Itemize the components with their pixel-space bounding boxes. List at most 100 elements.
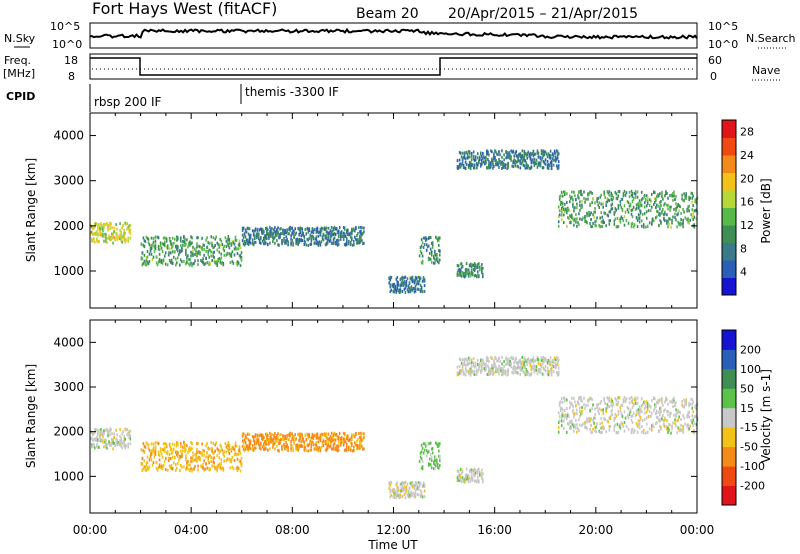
power-echo-cell (570, 214, 572, 218)
velocity-echo-cell (333, 431, 336, 435)
power-echo-cell (397, 283, 400, 287)
velocity-echo-cell (355, 443, 357, 447)
velocity-echo-cell (439, 442, 441, 446)
power-echo-cell (657, 210, 659, 214)
velocity-echo-cell (651, 399, 653, 403)
power-echo-cell (614, 217, 617, 221)
velocity-echo-cell (266, 432, 268, 436)
power-echo-cell (218, 243, 221, 247)
velocity-echo-cell (579, 414, 581, 418)
power-echo-cell (465, 268, 468, 271)
power-echo-cell (240, 256, 243, 259)
velocity-echo-cell (464, 367, 467, 371)
velocity-echo-cell (271, 437, 273, 441)
nsky-right-tick-top: 10^5 (708, 20, 738, 33)
velocity-echo-cell (328, 437, 331, 441)
power-echo-cell (438, 249, 440, 253)
power-echo-cell (463, 151, 466, 155)
power-echo-cell (356, 241, 358, 245)
power-echo-cell (570, 197, 572, 200)
power-echo-cell (600, 193, 602, 197)
power-echo-cell (624, 210, 627, 214)
velocity-echo-cell (273, 437, 275, 441)
velocity-echo-cell (574, 412, 576, 416)
velocity-echo-cell (197, 468, 199, 472)
velocity-echo-cell (279, 438, 281, 442)
velocity-echo-cell (563, 419, 565, 423)
velocity-echo-cell (421, 485, 424, 488)
power-echo-cell (222, 247, 225, 251)
power-echo-cell (464, 157, 467, 161)
velocity-echo-cell (328, 445, 331, 449)
velocity-echo-cell (420, 457, 423, 461)
power-echo-cell (190, 254, 192, 258)
velocity-echo-cell (482, 363, 484, 367)
velocity-echo-cell (695, 423, 698, 427)
power-echo-cell (666, 219, 668, 223)
velocity-echo-cell (695, 404, 698, 408)
velocity-echo-cell (477, 470, 479, 474)
power-echo-cell (639, 211, 642, 215)
velocity-echo-cell (196, 457, 198, 461)
velocity-echo-cell (306, 433, 309, 436)
power-echo-cell (488, 163, 490, 167)
power-echo-cell (242, 242, 245, 246)
velocity-echo-cell (346, 442, 348, 446)
power-echo-cell (483, 155, 485, 159)
velocity-echo-cell (657, 401, 659, 405)
power-echo-cell (270, 234, 272, 238)
velocity-echo-cell (123, 437, 125, 441)
velocity-echo-cell (164, 442, 167, 446)
velocity-echo-cell (623, 396, 626, 399)
velocity-echo-cell (493, 363, 495, 367)
velocity-echo-cell (269, 438, 271, 442)
velocity-echo-cell (601, 421, 603, 425)
power-echo-cell (180, 244, 182, 248)
power-echo-cell (482, 272, 484, 276)
velocity-echo-cell (458, 365, 461, 369)
power-echo-cell (639, 201, 642, 205)
velocity-echo-cell (525, 360, 528, 364)
velocity-echo-cell (216, 469, 219, 473)
power-echo-cell (331, 229, 334, 233)
velocity-echo-cell (427, 463, 430, 467)
velocity-echo-cell (470, 370, 473, 374)
power-echo-cell (287, 232, 289, 236)
power-echo-cell (661, 190, 663, 194)
power-echo-cell (543, 161, 546, 165)
power-echo-cell (503, 164, 505, 167)
power-echo-cell (614, 207, 617, 211)
velocity-echo-cell (223, 450, 226, 454)
power-echo-cell (279, 233, 281, 237)
velocity-echo-cell (474, 471, 477, 475)
velocity-echo-cell (599, 431, 601, 435)
velocity-echo-cell (598, 407, 600, 411)
power-echo-cell (124, 231, 126, 235)
velocity-echo-cell (632, 431, 635, 435)
power-echo-cell (273, 228, 275, 232)
power-echo-cell (640, 190, 643, 194)
velocity-echo-cell (240, 461, 243, 465)
velocity-echo-cell (660, 406, 662, 410)
velocity-echo-cell (276, 444, 278, 448)
velocity-echo-cell (242, 432, 245, 436)
velocity-echo-cell (411, 485, 414, 489)
power-echo-cell (653, 219, 655, 223)
velocity-echo-cell (121, 446, 123, 450)
velocity-echo-cell (570, 403, 572, 407)
velocity-echo-cell (492, 373, 494, 377)
velocity-echo-cell (645, 422, 648, 426)
power-echo-cell (124, 238, 126, 241)
power-echo-cell (467, 149, 470, 153)
power-echo-cell (210, 254, 212, 258)
velocity-echo-cell (399, 488, 402, 492)
velocity-echo-cell (468, 476, 471, 480)
power-echo-cell (656, 209, 658, 213)
power-echo-cell (361, 239, 363, 243)
velocity-echo-cell (179, 469, 181, 473)
velocity-echo-cell (688, 410, 690, 414)
power-echo-cell (207, 249, 209, 253)
velocity-echo-cell (669, 411, 671, 415)
power-echo-cell (557, 164, 560, 168)
velocity-echo-cell (463, 360, 466, 364)
